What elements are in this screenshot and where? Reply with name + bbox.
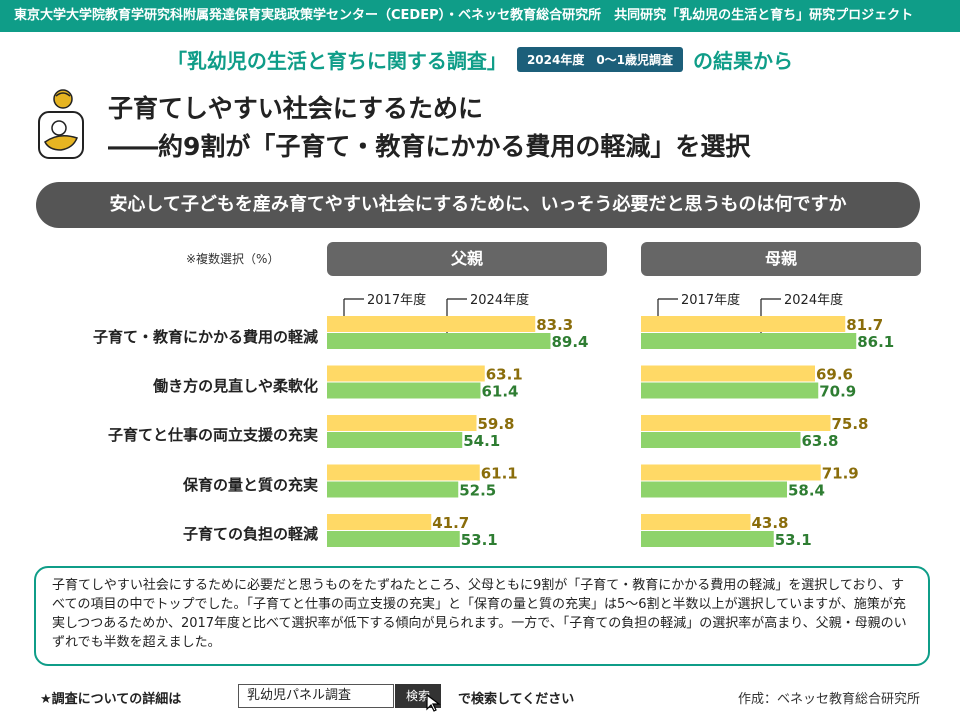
survey-title-line: 「乳幼児の生活と育ちに関する調査」 2024年度 0～1歳児調査 の結果から xyxy=(0,42,960,76)
search-input[interactable]: 乳幼児パネル調査 xyxy=(238,684,394,708)
bar-2017 xyxy=(327,514,432,530)
bar-2024 xyxy=(327,481,459,498)
org-banner: 東京大学大学院教育学研究科附属発達保育実践政策学センター（CEDEP）・ベネッセ… xyxy=(0,0,960,32)
category-label: 子育ての負担の軽減 xyxy=(182,525,318,543)
data-label: 61.1 xyxy=(481,465,518,483)
bar-2024 xyxy=(327,432,463,448)
bar-2017 xyxy=(641,365,815,382)
data-label: 69.6 xyxy=(816,366,853,384)
details-label: ★調査についての詳細は xyxy=(40,692,182,707)
bar-2017 xyxy=(327,464,480,481)
summary-box: 子育てしやすい社会にするために必要だと思うものをたずねたところ、父母ともに9割が… xyxy=(34,566,930,666)
panel-header-father: 父親 xyxy=(327,242,607,276)
data-label: 81.7 xyxy=(846,316,883,334)
bar-2017 xyxy=(641,316,846,332)
legend-label-2017: 2017年度 xyxy=(681,292,740,308)
data-label: 63.8 xyxy=(801,432,838,450)
category-label: 子育て・教育にかかる費用の軽減 xyxy=(92,328,318,346)
survey-question: 安心して子どもを産み育てやすい社会にするために、いっそう必要だと思うものは何です… xyxy=(36,182,920,228)
headline-line-2: ――約9割が「子育て・教育にかかる費用の軽減」を選択 xyxy=(108,132,751,161)
category-label: 働き方の見直しや柔軟化 xyxy=(153,377,318,395)
bar-2024 xyxy=(641,432,801,448)
data-label: 83.3 xyxy=(536,316,573,334)
bar-2017 xyxy=(641,415,831,431)
bar-chart: 2017年度 2024年度 83.389.4 63.161.4 59.854.1 61.1… xyxy=(327,292,894,549)
data-label: 53.1 xyxy=(461,531,498,549)
person-with-child-icon xyxy=(38,89,84,159)
bar-2024 xyxy=(327,531,460,547)
data-label: 75.8 xyxy=(831,415,868,433)
bar-2017 xyxy=(641,514,751,530)
survey-title: 「乳幼児の生活と育ちに関する調査」 xyxy=(166,48,507,73)
bar-2017 xyxy=(327,415,477,431)
credit: 作成：ベネッセ教育総合研究所 xyxy=(737,692,920,707)
bar-2024 xyxy=(641,333,857,349)
bar-2024 xyxy=(327,333,551,349)
legend-label-2017: 2017年度 xyxy=(367,292,426,308)
data-label: 41.7 xyxy=(432,514,469,532)
data-label: 71.9 xyxy=(822,465,859,483)
bar-2017 xyxy=(641,464,821,481)
data-label: 89.4 xyxy=(551,333,588,351)
data-label: 53.1 xyxy=(775,531,812,549)
bar-2024 xyxy=(327,382,481,399)
legend-label-2024: 2024年度 xyxy=(470,292,529,308)
data-label: 61.4 xyxy=(481,383,518,401)
legend-label-2024: 2024年度 xyxy=(784,292,843,308)
multiple-choice-note: ※複数選択（%） xyxy=(186,252,280,266)
headline-line-1: 子育てしやすい社会にするために xyxy=(108,94,484,123)
data-label: 70.9 xyxy=(819,383,856,401)
search-instruction: で検索してください xyxy=(458,692,575,707)
data-label: 63.1 xyxy=(486,366,523,384)
cursor-icon xyxy=(426,694,441,712)
category-label: 子育てと仕事の両立支援の充実 xyxy=(107,426,318,444)
headline: 子育てしやすい社会にするために ――約9割が「子育て・教育にかかる費用の軽減」を… xyxy=(108,90,750,166)
survey-title-suffix: の結果から xyxy=(693,48,794,73)
data-label: 43.8 xyxy=(751,514,788,532)
bar-2024 xyxy=(641,531,774,547)
panel-header-mother: 母親 xyxy=(641,242,921,276)
data-label: 58.4 xyxy=(788,482,825,500)
footer: ★調査についての詳細は 乳幼児パネル調査 検索 で検索してください 作成：ベネッ… xyxy=(0,684,960,712)
bar-2017 xyxy=(327,316,536,332)
category-label: 保育の量と質の充実 xyxy=(182,476,318,494)
data-label: 54.1 xyxy=(463,432,500,450)
bar-2024 xyxy=(641,382,819,399)
data-label: 59.8 xyxy=(477,415,514,433)
bar-2024 xyxy=(641,481,787,498)
survey-year-tag: 2024年度 0～1歳児調査 xyxy=(516,46,684,72)
bar-2017 xyxy=(327,365,485,382)
data-label: 52.5 xyxy=(459,482,496,500)
data-label: 86.1 xyxy=(857,333,894,351)
